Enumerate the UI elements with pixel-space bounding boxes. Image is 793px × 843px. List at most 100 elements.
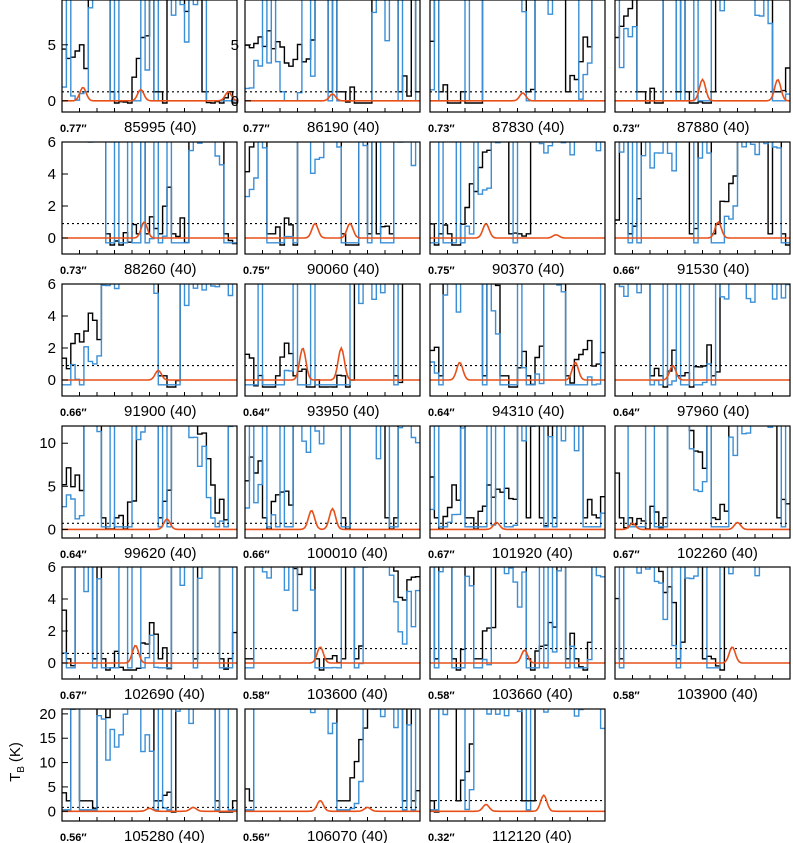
frequency-label: 103600 (40) [307, 686, 388, 703]
plot-area [62, 0, 237, 104]
beam-resolution-label: 0.67″ [60, 690, 87, 702]
panel-frame [61, 708, 238, 822]
model-target-species [62, 221, 237, 239]
y-tick-label: 4 [48, 591, 56, 608]
y-tick-label: 0 [48, 803, 56, 820]
spectrum-panel: 0 2 4 6 0.73″ 88260 (40) [48, 134, 238, 278]
beam-resolution-label: 0.77″ [60, 123, 87, 135]
y-tick-label: 4 [48, 166, 56, 183]
model-all-species [245, 709, 417, 811]
svg-text:TB(K): TB (K) [7, 742, 27, 782]
plot-area [62, 567, 237, 671]
observed-spectrum [245, 567, 420, 671]
model-target-species [62, 369, 237, 381]
frequency-label: 100010 (40) [307, 545, 388, 562]
model-target-species [430, 793, 605, 813]
spectrum-panel: 0 5 0.77″ 86190 (40) [231, 0, 421, 136]
y-tick-label: 5 [48, 779, 56, 796]
y-tick-label: 0 [48, 230, 56, 247]
spectrum-panel: 0.64″ 93950 (40) [243, 283, 421, 420]
beam-resolution-label: 0.56″ [243, 832, 270, 843]
model-target-species [615, 521, 790, 531]
plot-area [62, 709, 237, 813]
spectrum-panel: 0 2 4 6 0.67″ 102690 (40) [48, 559, 238, 703]
plot-area [615, 426, 790, 531]
beam-resolution-label: 0.58″ [243, 690, 270, 702]
plot-area [615, 284, 790, 388]
panel-grid: 0 5 0.77″ 85995 (40) 0 5 0.77″ 86190 (40) 0.73″ 8… [39, 0, 791, 843]
plot-area [245, 0, 420, 104]
y-tick-label: 20 [39, 706, 56, 723]
plot-area [430, 426, 605, 531]
model-target-species [245, 507, 420, 531]
plot-area [62, 142, 237, 246]
spectrum-panel: 0.66″ 100010 (40) [243, 425, 421, 562]
plot-area [245, 709, 420, 813]
y-tick-label: 6 [48, 134, 56, 151]
y-tick-label: 5 [48, 37, 56, 54]
spectrum-panel: 0.67″ 101920 (40) [428, 425, 606, 562]
frequency-label: 85995 (40) [124, 119, 197, 136]
y-axis-title-main: T [7, 773, 24, 782]
y-tick-label: 5 [48, 478, 56, 495]
model-target-species [62, 806, 237, 813]
spectrum-panel: 0.64″ 94310 (40) [428, 283, 606, 420]
model-target-species [62, 518, 237, 531]
beam-resolution-label: 0.66″ [243, 549, 270, 561]
y-tick-label: 6 [48, 559, 56, 576]
plot-area [430, 0, 605, 104]
model-all-species [87, 142, 237, 244]
spectrum-panel: 0.67″ 102260 (40) [613, 425, 791, 562]
panel-frame [614, 0, 791, 113]
model-target-species [430, 223, 605, 239]
y-tick-label: 2 [48, 198, 56, 215]
beam-resolution-label: 0.67″ [428, 549, 455, 561]
model-all-species [62, 567, 234, 669]
beam-resolution-label: 0.58″ [428, 690, 455, 702]
model-target-species [615, 646, 790, 664]
observed-spectrum [245, 142, 395, 246]
plot-area [430, 142, 605, 246]
spectrum-panel: 0.73″ 87880 (40) [613, 0, 791, 136]
spectrum-panel: 0.73″ 87830 (40) [428, 0, 606, 136]
observed-spectrum [615, 567, 726, 671]
frequency-label: 86190 (40) [307, 119, 380, 136]
model-all-species [62, 284, 234, 386]
spectrum-panel: 0 5 10 15 20 0.56″ 105280 (40) [39, 706, 238, 843]
spectrum-panel: 0.64″ 97960 (40) [613, 283, 791, 420]
y-tick-label: 10 [39, 435, 56, 452]
y-axis-title-sub: B [16, 766, 27, 773]
frequency-label: 94310 (40) [492, 403, 565, 420]
frequency-label: 87880 (40) [677, 119, 750, 136]
model-target-species [615, 220, 790, 239]
beam-resolution-label: 0.64″ [243, 407, 270, 419]
model-all-species [433, 567, 605, 669]
frequency-label: 90370 (40) [492, 261, 565, 278]
model-target-species [62, 86, 237, 102]
model-all-species [430, 284, 602, 386]
frequency-label: 103900 (40) [677, 686, 758, 703]
model-all-species [430, 0, 602, 102]
model-target-species [430, 92, 605, 102]
frequency-label: 88260 (40) [124, 261, 197, 278]
y-tick-label: 0 [48, 655, 56, 672]
beam-resolution-label: 0.32″ [428, 832, 455, 843]
spectrum-panel: 0.66″ 91530 (40) [613, 141, 791, 278]
frequency-label: 91900 (40) [124, 403, 197, 420]
beam-resolution-label: 0.75″ [428, 265, 455, 277]
beam-resolution-label: 0.66″ [60, 407, 87, 419]
model-target-species [615, 364, 790, 381]
model-all-species [430, 142, 605, 244]
model-target-species [62, 644, 237, 664]
beam-resolution-label: 0.73″ [613, 123, 640, 135]
frequency-label: 93950 (40) [307, 403, 380, 420]
spectrum-panel: 0 2 4 6 0.66″ 91900 (40) [48, 276, 238, 420]
model-all-species [430, 426, 605, 528]
beam-resolution-label: 0.66″ [613, 265, 640, 277]
plot-area [430, 709, 605, 813]
observed-spectrum [105, 142, 237, 246]
plot-area [430, 567, 605, 671]
beam-resolution-label: 0.58″ [613, 690, 640, 702]
beam-resolution-label: 0.77″ [243, 123, 270, 135]
